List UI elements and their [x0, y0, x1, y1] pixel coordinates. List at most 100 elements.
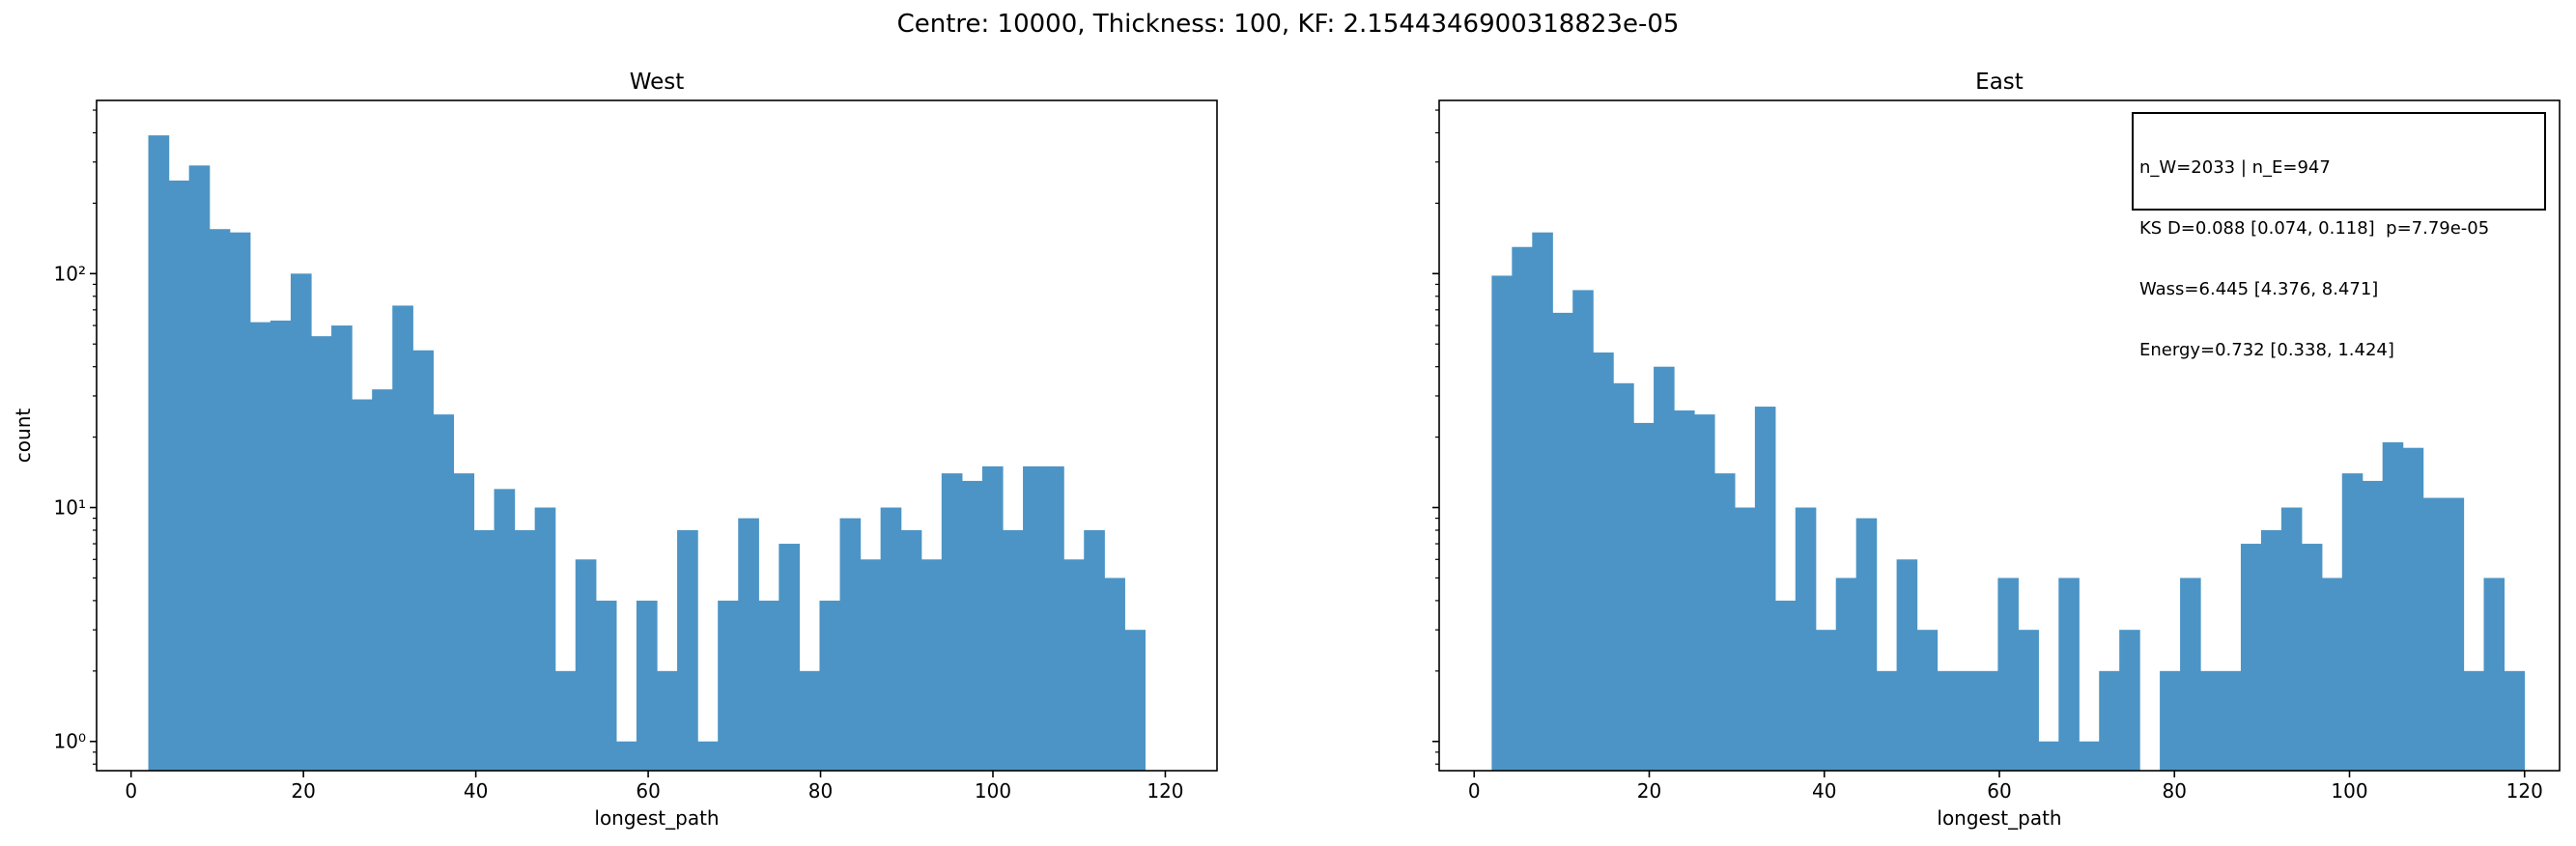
- east-subplot: 0 20 40 60 80 100 120 East longest_path: [1432, 70, 2561, 830]
- east-bar: [1977, 670, 1999, 771]
- west-subplot: 0 20 40 60 80 100 120 10⁰ 10¹ 10² West longest_path…: [12, 70, 1218, 830]
- east-bar: [1552, 312, 1573, 771]
- west-bar: [392, 305, 413, 771]
- west-x-tick-label: 80: [808, 779, 833, 803]
- west-bar: [372, 389, 393, 771]
- west-bar: [595, 600, 617, 771]
- west-bar: [148, 135, 170, 771]
- east-x-tick-label: 80: [2163, 779, 2187, 803]
- stats-sample-sizes: n_W=2033 | n_E=947: [2139, 157, 2331, 178]
- west-bar: [1124, 630, 1146, 771]
- east-bar: [2362, 480, 2384, 771]
- east-x-axis-label: longest_path: [1937, 806, 2061, 830]
- west-bar: [981, 465, 1004, 771]
- east-bar: [2443, 497, 2465, 771]
- east-bar: [2058, 578, 2080, 771]
- east-bar: [2220, 670, 2242, 771]
- east-bar: [2422, 497, 2445, 771]
- west-x-tick-label: 100: [975, 779, 1011, 803]
- west-bar: [1043, 465, 1064, 771]
- east-bar: [2341, 473, 2364, 771]
- west-bar: [412, 350, 434, 771]
- east-bar: [1693, 414, 1715, 771]
- west-bar: [168, 180, 190, 772]
- west-bar: [433, 414, 455, 771]
- east-subplot-title: East: [1975, 70, 2024, 95]
- west-bar: [1104, 578, 1125, 771]
- east-bar: [1713, 473, 1736, 771]
- east-bar: [2402, 447, 2424, 771]
- west-x-tick-label: 60: [636, 779, 660, 803]
- west-y-axis-label: count: [12, 409, 35, 464]
- west-y-tick-label: 10²: [54, 262, 86, 285]
- west-y-tick-label: 10⁰: [54, 730, 86, 753]
- east-bar: [2301, 544, 2323, 771]
- east-bar: [1593, 352, 1614, 771]
- east-bar: [2079, 741, 2100, 771]
- east-bar: [2321, 578, 2343, 771]
- west-bar: [697, 741, 719, 771]
- west-bar: [941, 473, 963, 771]
- east-bar: [1795, 507, 1817, 771]
- east-bar: [1835, 578, 1857, 771]
- west-bar: [657, 670, 678, 771]
- stats-wasserstein: Wass=6.445 [4.376, 8.471]: [2139, 279, 2379, 299]
- east-bar: [1491, 275, 1513, 772]
- east-bar: [1633, 422, 1655, 771]
- west-bar: [249, 322, 271, 771]
- east-bar: [2260, 530, 2282, 771]
- west-bar: [514, 530, 536, 771]
- east-bar: [1774, 600, 1797, 771]
- east-bar: [2119, 630, 2140, 771]
- west-x-tick-label: 120: [1146, 779, 1183, 803]
- east-bar: [2280, 507, 2303, 771]
- west-bar: [188, 165, 211, 771]
- east-bar: [1654, 366, 1675, 771]
- west-bar: [575, 559, 597, 771]
- east-bar: [1855, 518, 1878, 771]
- east-bar: [2038, 741, 2059, 771]
- east-bar: [2160, 670, 2181, 771]
- west-bar: [554, 670, 577, 771]
- east-bar: [1997, 578, 2019, 771]
- east-bar: [2382, 442, 2404, 771]
- west-x-tick-label: 40: [464, 779, 488, 803]
- east-bar: [2180, 578, 2201, 771]
- east-x-tick-label: 120: [2506, 779, 2543, 803]
- east-bar: [1572, 290, 1594, 771]
- west-x-axis-label: longest_path: [594, 806, 719, 830]
- west-bar: [494, 489, 516, 771]
- west-bar: [718, 600, 739, 771]
- west-bar: [534, 507, 556, 771]
- west-bar: [839, 518, 862, 771]
- west-bar: [229, 232, 251, 771]
- west-bar: [900, 530, 922, 771]
- east-bar: [1532, 232, 1553, 771]
- east-x-tick-label: 40: [1812, 779, 1836, 803]
- east-bar: [2099, 670, 2120, 771]
- east-x-tick-label: 0: [1468, 779, 1481, 803]
- east-x-tick-label: 60: [1987, 779, 2011, 803]
- east-bar: [2018, 630, 2039, 771]
- east-bar: [2483, 578, 2505, 771]
- figure-title: Centre: 10000, Thickness: 100, KF: 2.154…: [896, 10, 1680, 39]
- west-bar: [677, 530, 698, 771]
- west-bar: [880, 507, 902, 771]
- west-bar: [758, 600, 779, 771]
- west-axes-frame: [96, 99, 1218, 772]
- west-bar: [311, 336, 332, 771]
- east-bar: [2504, 670, 2526, 771]
- west-bar: [860, 559, 882, 771]
- east-x-tick-label: 20: [1637, 779, 1661, 803]
- stats-legend-box: n_W=2033 | n_E=947 KS D=0.088 [0.074, 0.…: [2132, 112, 2546, 360]
- east-bar: [1815, 630, 1837, 771]
- west-bar: [636, 600, 658, 771]
- west-bar: [209, 229, 231, 771]
- west-bar: [1023, 465, 1044, 771]
- east-bar: [1613, 382, 1634, 771]
- west-bar: [1002, 530, 1024, 771]
- east-bar: [2240, 544, 2262, 771]
- east-x-tick-label: 100: [2331, 779, 2367, 803]
- west-bar: [738, 518, 759, 771]
